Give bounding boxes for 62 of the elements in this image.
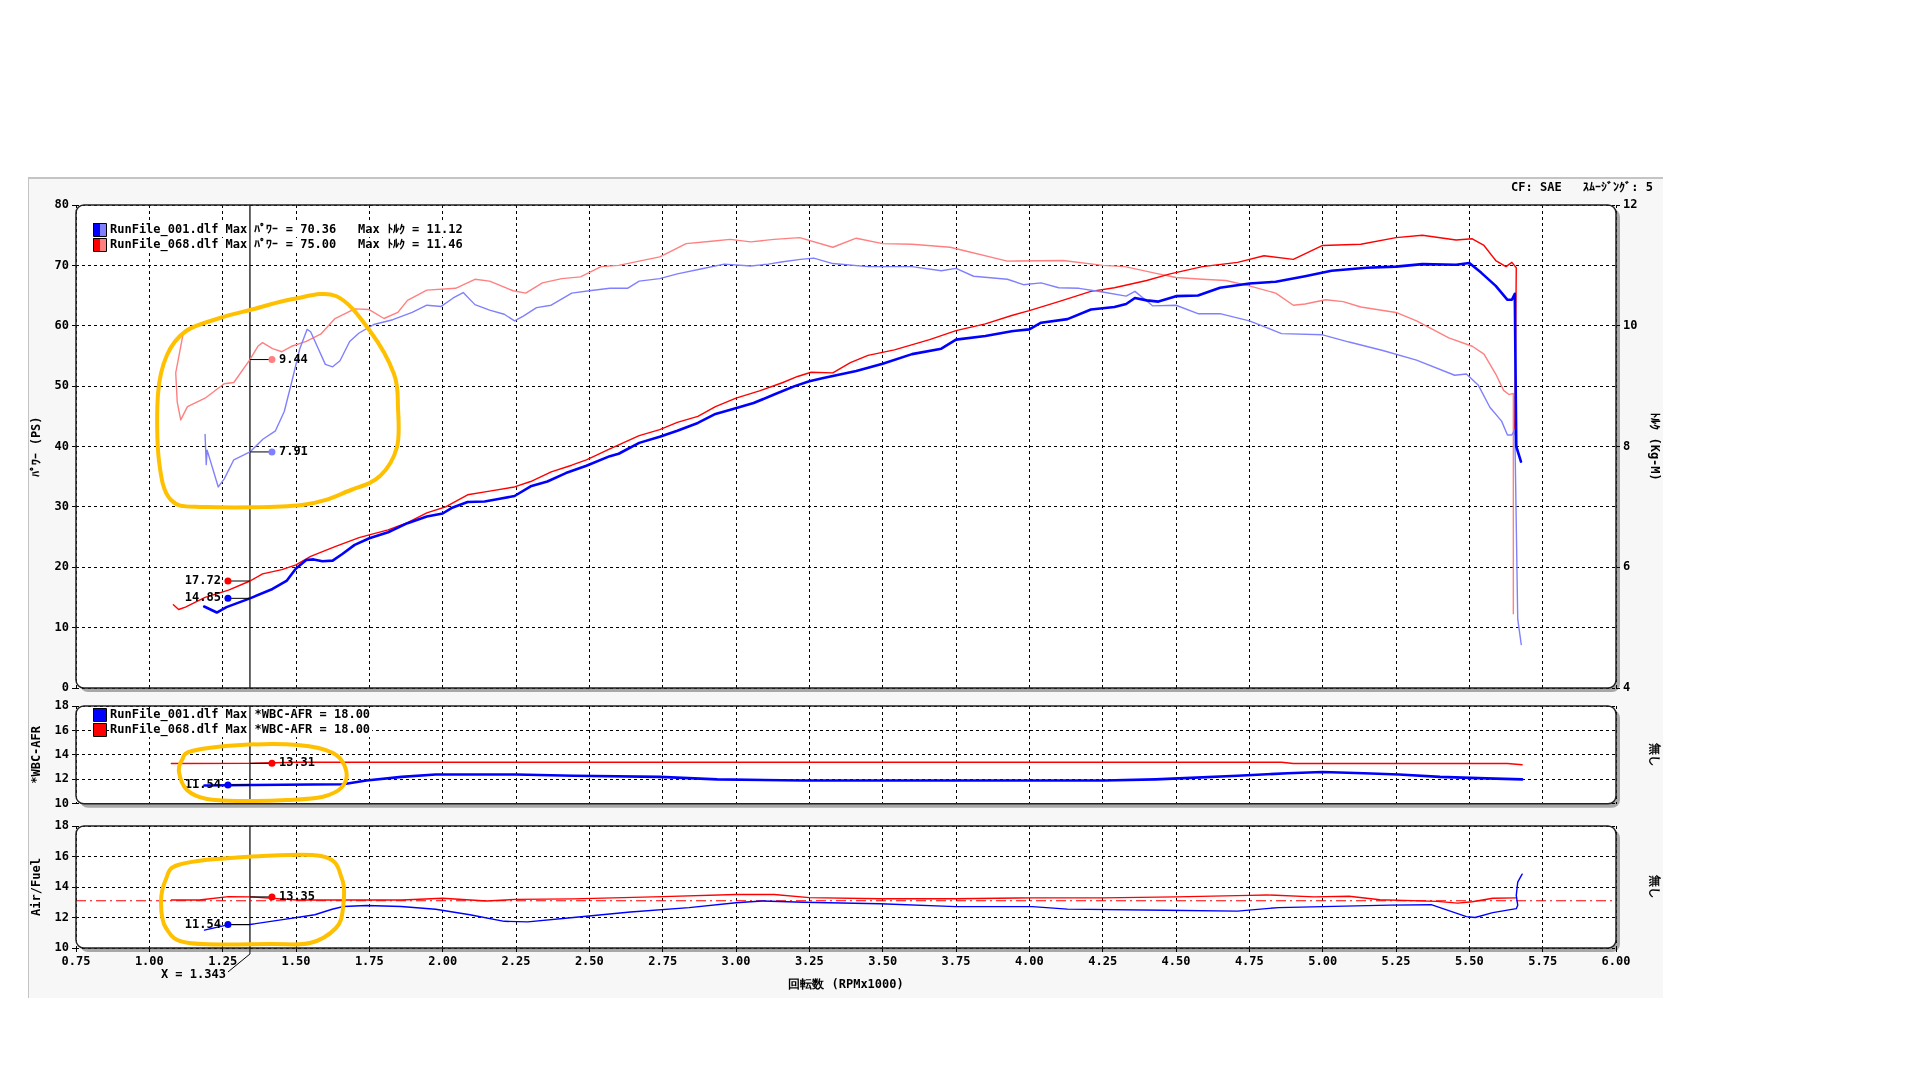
x-tick-label: 3.25 [794, 954, 824, 969]
y-tick-label: 12 [54, 909, 69, 924]
x-tick-label: 5.25 [1381, 954, 1411, 969]
y-tick-label: 18 [54, 818, 69, 833]
y2-axis-title: 無し [1647, 874, 1662, 899]
y-tick-label: 20 [54, 559, 69, 574]
x-axis-title: 回転数 (RPMx1000) [788, 976, 904, 991]
x-tick-label: 4.50 [1161, 954, 1191, 969]
y-tick-label: 60 [54, 317, 69, 332]
data-label: 17.72 [184, 573, 221, 588]
x-tick-label: 3.00 [721, 954, 751, 969]
y-tick-label: 14 [54, 747, 69, 762]
y-tick-label: 40 [54, 438, 69, 453]
x-tick-label: 1.50 [281, 954, 311, 969]
y2-tick-label: 10 [1623, 317, 1638, 332]
y2-axis-title: 無し [1647, 741, 1662, 767]
y-tick-label: 18 [54, 698, 69, 713]
x-tick-label: 1.75 [354, 954, 384, 969]
y-tick-label: 0 [61, 680, 69, 695]
x-tick-label: 5.00 [1308, 954, 1338, 969]
data-label: 9.44 [278, 351, 308, 366]
y-axis-title: *WBC-AFR [29, 725, 44, 784]
y-tick-label: 10 [54, 795, 69, 810]
y-tick-label: 70 [54, 257, 69, 272]
x-tick-label: 2.00 [428, 954, 458, 969]
y-tick-label: 12 [54, 771, 69, 786]
text: CF: SAE ｽﾑｰｼﾞﾝｸﾞ: 5 [1511, 180, 1653, 195]
x-tick-label: 3.50 [868, 954, 898, 969]
y2-tick-label: 6 [1623, 559, 1631, 574]
x-tick-label: 2.25 [501, 954, 531, 969]
y-tick-label: 30 [54, 499, 69, 513]
ref-line-label: X = 1.343 [160, 967, 226, 982]
data-label: 11.54 [184, 916, 221, 931]
x-tick-label: 1.25 [208, 954, 238, 969]
x-tick-label: 4.00 [1014, 954, 1044, 969]
x-tick-label: 4.75 [1234, 954, 1264, 969]
x-tick-label: 5.50 [1454, 954, 1484, 969]
legend-label: RunFile_068.dlf Max ﾊﾟﾜｰ = 75.00 Max ﾄﾙｸ = 11.46 [110, 237, 463, 253]
y-tick-label: 80 [54, 197, 69, 212]
y-axis-title: Air/Fuel [29, 858, 44, 916]
y-tick-label: 10 [54, 940, 69, 955]
x-tick-label: 6.00 [1601, 954, 1631, 969]
x-tick-label: 1.00 [134, 954, 164, 969]
y-tick-label: 10 [54, 619, 69, 634]
x-tick-label: 5.75 [1528, 954, 1558, 969]
x-tick-label: 3.75 [941, 954, 971, 969]
y-tick-label: 16 [54, 848, 69, 863]
legend-label: RunFile_068.dlf Max *WBC-AFR = 18.00 [110, 722, 371, 738]
y-axis-title: ﾊﾟﾜｰ (PS) [29, 416, 44, 477]
y2-tick-label: 4 [1623, 680, 1631, 695]
x-tick-label: 2.75 [648, 954, 678, 969]
x-tick-label: 0.75 [61, 954, 91, 969]
y-tick-label: 14 [54, 879, 69, 894]
y-tick-label: 16 [54, 722, 69, 737]
y2-axis-title: ﾄﾙｸ (Kg-M) [1647, 412, 1662, 481]
x-tick-label: 2.50 [574, 954, 604, 969]
legend-label: RunFile_001.dlf Max *WBC-AFR = 18.00 [110, 707, 371, 723]
y2-tick-label: 8 [1623, 438, 1631, 453]
y-tick-label: 50 [54, 378, 69, 393]
y2-tick-label: 12 [1623, 197, 1638, 212]
x-tick-label: 4.25 [1088, 954, 1118, 969]
legend-label: RunFile_001.dlf Max ﾊﾟﾜｰ = 70.36 Max ﾄﾙｸ = 11.12 [110, 222, 463, 238]
